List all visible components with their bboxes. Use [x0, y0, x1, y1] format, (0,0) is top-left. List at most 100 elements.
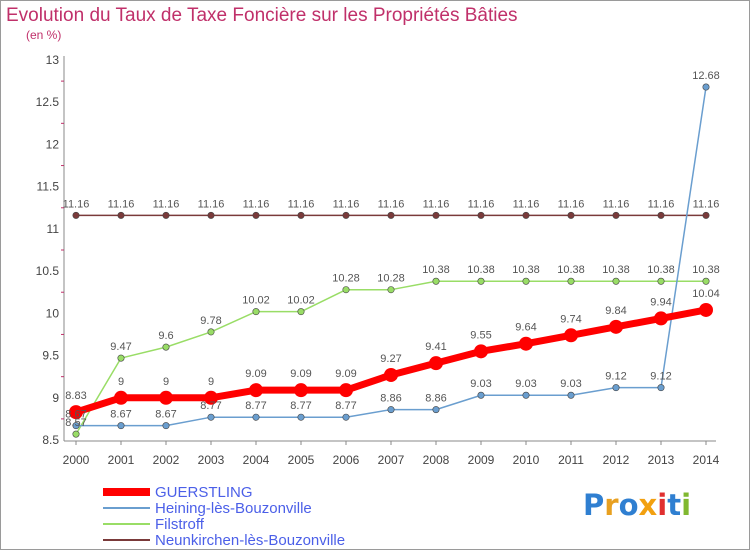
data-label-neunkirchen-l-s-bouzonville: 11.16	[288, 198, 315, 210]
data-point-guerstling	[69, 405, 83, 420]
data-point-filstroff	[252, 308, 260, 316]
data-point-filstroff	[117, 354, 125, 362]
data-label-filstroff: 10.38	[467, 264, 495, 276]
data-label-guerstling: 9.41	[425, 341, 446, 353]
logo-letter: i	[681, 488, 691, 522]
x-tick-label: 2002	[153, 453, 180, 467]
data-label-heining-l-s-bouzonville: 8.77	[245, 400, 266, 412]
legend-label-neunkirchen-l-s-bouzonville: Neunkirchen-lès-Bouzonville	[155, 532, 345, 549]
legend: GUERSTLINGHeining-lès-BouzonvilleFilstro…	[103, 484, 345, 549]
y-tick-label: 9.5	[42, 349, 59, 363]
data-label-heining-l-s-bouzonville: 8.77	[335, 400, 356, 412]
data-label-heining-l-s-bouzonville: 9.12	[650, 371, 671, 383]
data-label-heining-l-s-bouzonville: 8.86	[425, 393, 446, 405]
data-label-guerstling: 8.83	[65, 390, 86, 402]
data-label-guerstling: 9.09	[335, 368, 356, 380]
legend-label-guerstling: GUERSTLING	[155, 484, 253, 501]
data-label-guerstling: 9.94	[650, 296, 671, 308]
data-point-filstroff	[432, 277, 440, 285]
data-label-filstroff: 10.38	[692, 264, 720, 276]
x-tick-label: 2012	[603, 453, 630, 467]
y-tick-label: 12.5	[36, 95, 60, 109]
data-label-guerstling: 9.64	[515, 322, 536, 334]
data-point-neunkirchen-l-s-bouzonville	[567, 211, 575, 219]
data-label-heining-l-s-bouzonville: 8.67	[110, 409, 131, 421]
y-tick-label: 10	[46, 306, 60, 320]
data-point-guerstling	[294, 383, 308, 398]
x-tick-label: 2009	[468, 453, 495, 467]
data-point-neunkirchen-l-s-bouzonville	[477, 211, 485, 219]
data-point-guerstling	[609, 319, 623, 334]
data-label-filstroff: 10.38	[557, 264, 585, 276]
data-label-guerstling: 9	[118, 376, 124, 388]
data-point-filstroff	[522, 277, 530, 285]
data-label-guerstling: 9.55	[470, 329, 491, 341]
data-point-guerstling	[429, 356, 443, 371]
data-label-filstroff: 9.6	[158, 330, 173, 342]
data-point-neunkirchen-l-s-bouzonville	[432, 211, 440, 219]
proxiti-logo: Proxiti	[583, 488, 691, 522]
data-label-neunkirchen-l-s-bouzonville: 11.16	[603, 198, 630, 210]
logo-letter: i	[657, 488, 667, 522]
data-point-heining-l-s-bouzonville	[567, 391, 575, 399]
logo-letter: P	[583, 488, 604, 522]
data-point-filstroff	[207, 328, 215, 336]
data-point-filstroff	[387, 286, 395, 294]
data-point-heining-l-s-bouzonville	[387, 406, 395, 414]
data-label-neunkirchen-l-s-bouzonville: 11.16	[423, 198, 450, 210]
data-point-guerstling	[114, 390, 128, 405]
data-point-heining-l-s-bouzonville	[657, 384, 665, 392]
data-label-guerstling: 9.09	[245, 368, 266, 380]
data-point-neunkirchen-l-s-bouzonville	[297, 211, 305, 219]
y-tick-label: 8.5	[42, 433, 59, 447]
x-tick-label: 2007	[378, 453, 405, 467]
data-label-heining-l-s-bouzonville: 9.03	[470, 378, 491, 390]
logo-letter: r	[604, 488, 619, 522]
data-label-guerstling: 9.84	[605, 305, 626, 317]
data-point-filstroff	[72, 430, 80, 438]
chart-subtitle: (en %)	[26, 28, 62, 42]
y-tick-label: 11.5	[37, 180, 60, 194]
data-label-neunkirchen-l-s-bouzonville: 11.16	[198, 198, 225, 210]
data-point-neunkirchen-l-s-bouzonville	[657, 211, 665, 219]
data-label-neunkirchen-l-s-bouzonville: 11.16	[693, 198, 720, 210]
data-point-neunkirchen-l-s-bouzonville	[612, 211, 620, 219]
data-point-neunkirchen-l-s-bouzonville	[117, 211, 125, 219]
x-tick-label: 2014	[693, 453, 720, 467]
data-label-filstroff: 10.02	[242, 295, 270, 307]
data-point-guerstling	[159, 390, 173, 405]
data-label-guerstling: 9	[163, 376, 169, 388]
data-label-neunkirchen-l-s-bouzonville: 11.16	[333, 198, 360, 210]
data-point-filstroff	[702, 277, 710, 285]
data-point-guerstling	[654, 311, 668, 326]
data-point-filstroff	[612, 277, 620, 285]
data-point-guerstling	[474, 344, 488, 359]
data-label-filstroff: 10.38	[602, 264, 630, 276]
data-label-neunkirchen-l-s-bouzonville: 11.16	[63, 198, 90, 210]
data-label-filstroff: 9.47	[110, 341, 131, 353]
y-tick-label: 13	[46, 53, 60, 67]
data-point-heining-l-s-bouzonville	[207, 413, 215, 421]
data-point-heining-l-s-bouzonville	[432, 406, 440, 414]
data-label-filstroff: 10.28	[332, 273, 360, 285]
data-label-neunkirchen-l-s-bouzonville: 11.16	[153, 198, 180, 210]
data-label-heining-l-s-bouzonville: 8.77	[200, 400, 221, 412]
data-label-neunkirchen-l-s-bouzonville: 11.16	[243, 198, 270, 210]
x-tick-label: 2004	[243, 453, 270, 467]
data-label-heining-l-s-bouzonville: 8.67	[65, 409, 86, 421]
x-tick-label: 2005	[288, 453, 315, 467]
data-point-heining-l-s-bouzonville	[117, 422, 125, 430]
x-tick-label: 2006	[333, 453, 360, 467]
data-point-neunkirchen-l-s-bouzonville	[702, 211, 710, 219]
data-label-filstroff: 8.57	[65, 417, 86, 429]
data-label-heining-l-s-bouzonville: 9.12	[605, 371, 626, 383]
x-tick-label: 2011	[558, 453, 584, 467]
data-label-filstroff: 10.38	[422, 264, 450, 276]
data-point-filstroff	[477, 277, 485, 285]
data-point-filstroff	[162, 343, 170, 351]
data-label-neunkirchen-l-s-bouzonville: 11.16	[558, 198, 585, 210]
data-label-filstroff: 10.38	[512, 264, 540, 276]
y-tick-label: 11	[47, 222, 60, 236]
